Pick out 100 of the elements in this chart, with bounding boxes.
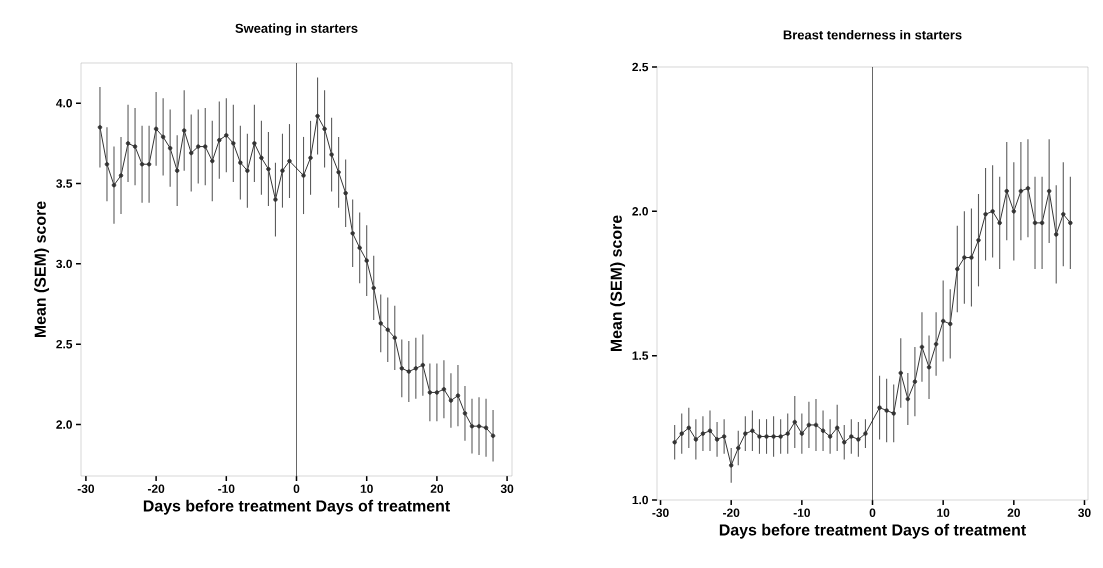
point (842, 440, 847, 445)
x-tick-label: 20 (1007, 508, 1020, 517)
point (455, 393, 461, 398)
point (1054, 232, 1059, 237)
point (736, 445, 741, 451)
point (189, 150, 194, 156)
x-tick-label: -30 (652, 508, 669, 518)
point (672, 440, 677, 445)
y-tick-label: 3.5 (56, 179, 73, 188)
y-axis-title: Mean (SEM) score (34, 201, 50, 338)
point (962, 255, 967, 260)
point (1004, 188, 1009, 194)
y-tick-label: 3.0 (56, 259, 72, 269)
point (469, 423, 475, 429)
y-tick-label: 1.0 (632, 495, 648, 505)
point (224, 133, 229, 138)
x-tick-label: 10 (360, 484, 373, 493)
point (441, 387, 447, 392)
point (420, 362, 426, 368)
point (1032, 220, 1038, 226)
point (990, 209, 995, 214)
point (792, 419, 797, 425)
point (413, 366, 419, 371)
point (174, 168, 180, 173)
point (308, 155, 313, 161)
point (799, 431, 805, 436)
point (153, 126, 159, 132)
point (301, 173, 306, 178)
point (118, 173, 124, 178)
point (139, 162, 145, 167)
point (863, 431, 868, 436)
point (891, 411, 896, 416)
point (217, 137, 222, 143)
point (884, 408, 889, 413)
point (700, 431, 706, 436)
chart-title: Breast tenderness in starters (783, 29, 962, 40)
point (462, 411, 468, 416)
point (378, 321, 383, 326)
y-tick-label: 2.0 (632, 207, 648, 216)
y-tick-label: 2.5 (56, 340, 73, 349)
point (448, 398, 454, 403)
point (898, 370, 903, 376)
point (336, 170, 341, 175)
point (483, 425, 489, 430)
point (679, 431, 684, 436)
point (1039, 220, 1045, 226)
point (385, 327, 390, 332)
point (1025, 186, 1031, 191)
x-tick-label: 10 (937, 508, 950, 517)
point (834, 425, 840, 431)
point (714, 437, 720, 442)
point (104, 162, 110, 167)
point (1018, 188, 1024, 194)
point (686, 425, 691, 431)
point (167, 145, 173, 151)
point (97, 125, 103, 130)
x-tick-label: -10 (793, 508, 810, 517)
point (750, 428, 755, 433)
x-tick-label: -20 (723, 508, 740, 517)
point (919, 344, 925, 350)
point (1068, 220, 1073, 226)
x-axis-title: Days before treatment Days of treatment (143, 499, 450, 515)
point (1011, 209, 1017, 214)
point (181, 128, 187, 133)
point (856, 437, 861, 442)
point (813, 422, 819, 428)
point (877, 405, 882, 410)
x-tick-label: 30 (1078, 508, 1091, 518)
point (849, 434, 854, 439)
y-axis-title: Mean (SEM) score (610, 215, 626, 352)
x-tick-label: 0 (293, 484, 300, 493)
point (1046, 188, 1052, 194)
point (940, 318, 946, 324)
point (743, 431, 748, 436)
point (997, 220, 1002, 226)
point (905, 396, 911, 402)
point (976, 237, 981, 243)
point (329, 152, 334, 157)
point (983, 212, 988, 217)
point (693, 437, 699, 442)
x-tick-label: 30 (500, 484, 514, 494)
point (955, 266, 960, 272)
point (203, 144, 208, 149)
x-tick-label: 20 (430, 484, 444, 493)
point (322, 126, 327, 132)
point (231, 141, 236, 146)
point (280, 168, 285, 173)
point (490, 433, 496, 439)
point (827, 434, 833, 439)
point (771, 434, 776, 439)
point (721, 434, 727, 439)
point (757, 434, 762, 439)
point (273, 197, 278, 202)
point (764, 434, 769, 439)
y-tick-label: 1.5 (632, 351, 649, 360)
point (476, 423, 482, 429)
point (196, 144, 201, 149)
x-tick-label: -20 (147, 484, 165, 493)
point (820, 428, 826, 433)
point (427, 390, 433, 395)
